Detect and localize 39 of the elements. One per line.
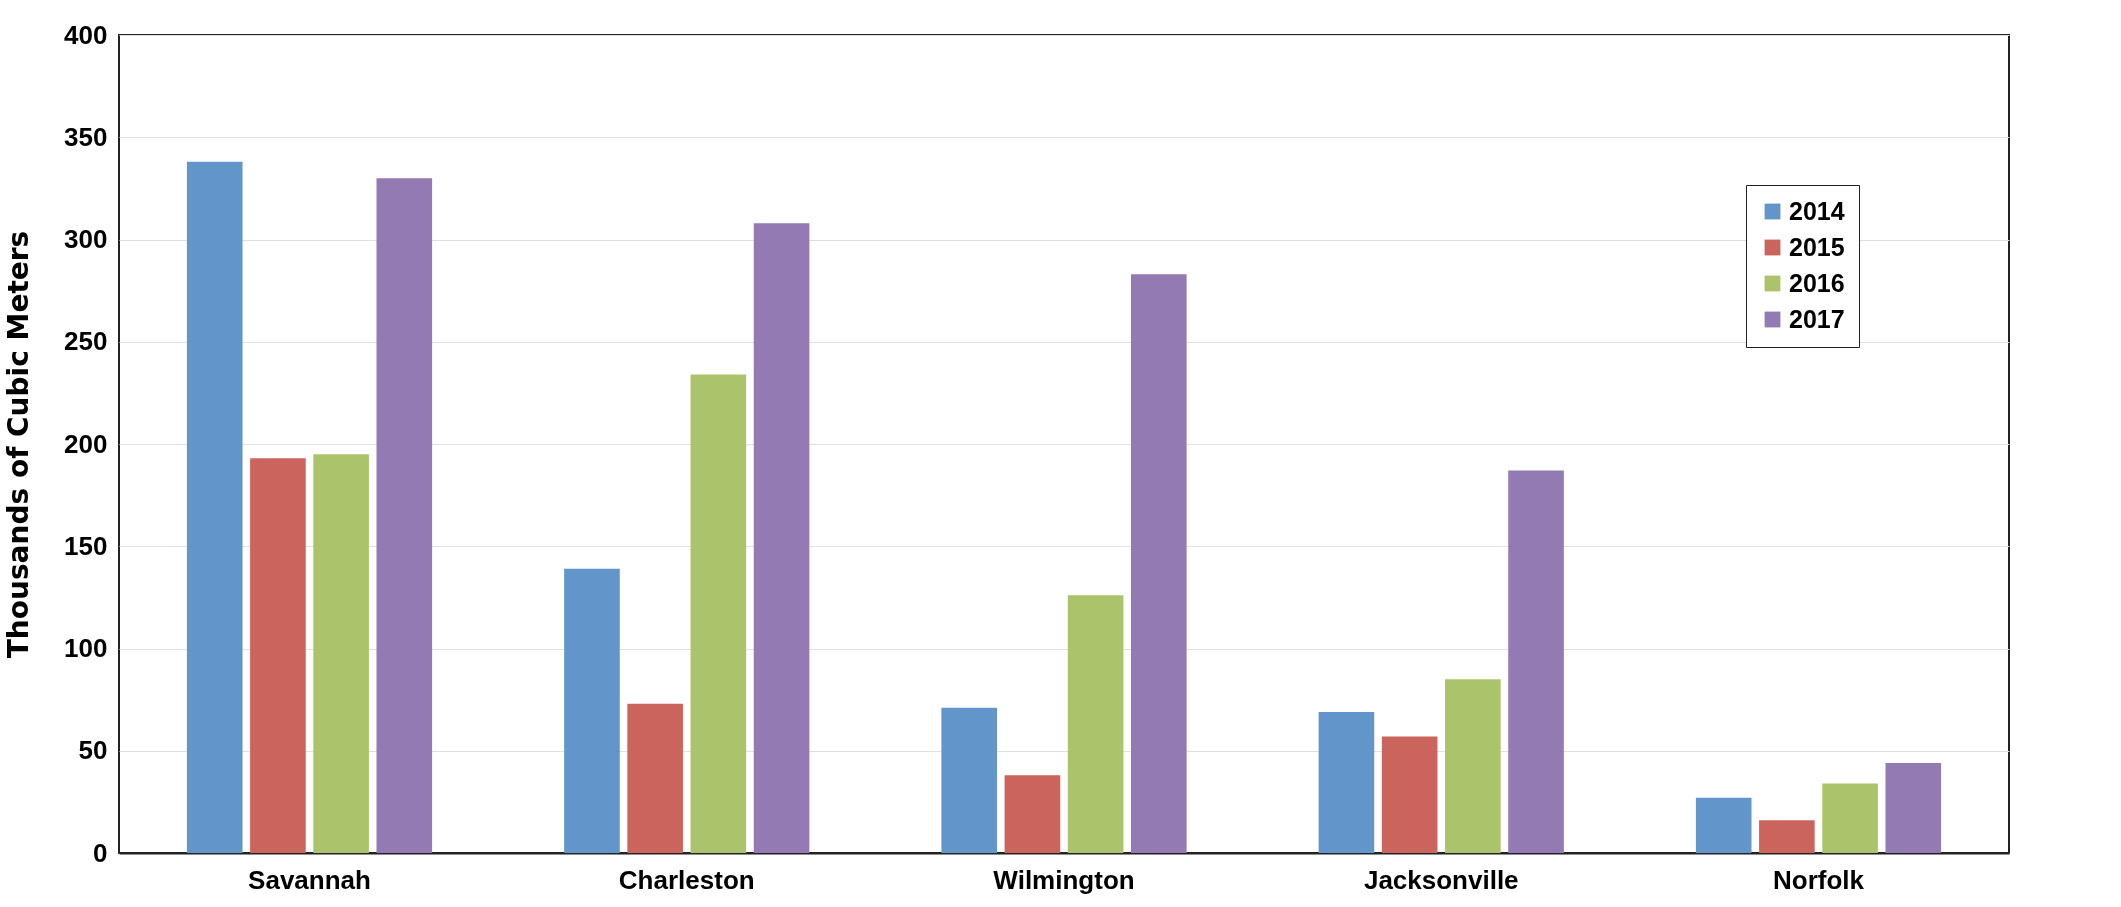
bar bbox=[1759, 820, 1815, 853]
bar bbox=[627, 703, 683, 853]
bar bbox=[186, 161, 243, 853]
x-tick-label: Jacksonville bbox=[1363, 864, 1519, 895]
legend-label: 2017 bbox=[1789, 304, 1845, 333]
bar bbox=[690, 374, 747, 853]
bar bbox=[1695, 797, 1752, 853]
y-tick-label: 400 bbox=[64, 19, 108, 50]
bar bbox=[1381, 736, 1438, 853]
y-tick-label: 50 bbox=[78, 735, 108, 766]
bar bbox=[1318, 711, 1375, 853]
bar bbox=[1822, 783, 1878, 853]
bar bbox=[1508, 470, 1564, 853]
bar bbox=[753, 223, 810, 853]
legend-label: 2014 bbox=[1789, 196, 1845, 225]
bar bbox=[1130, 274, 1187, 853]
bar bbox=[564, 568, 620, 853]
x-tick-label: Charleston bbox=[618, 864, 755, 895]
y-tick-label: 150 bbox=[64, 530, 108, 561]
y-tick-label: 350 bbox=[64, 121, 108, 152]
bar bbox=[1885, 763, 1942, 853]
bar bbox=[1067, 595, 1124, 853]
x-tick-label: Wilmington bbox=[993, 864, 1135, 895]
bar bbox=[313, 454, 369, 853]
bar bbox=[1004, 775, 1061, 853]
y-tick-label: 0 bbox=[93, 837, 108, 868]
x-tick-label: Savannah bbox=[248, 864, 371, 895]
legend-label: 2016 bbox=[1789, 268, 1845, 297]
legend-label: 2015 bbox=[1789, 232, 1845, 261]
y-tick-label: 300 bbox=[64, 224, 108, 254]
x-tick-label: Norfolk bbox=[1772, 864, 1865, 895]
y-tick-label: 250 bbox=[64, 326, 108, 357]
bar bbox=[376, 178, 433, 853]
bar bbox=[941, 707, 998, 853]
bar bbox=[250, 458, 306, 853]
y-tick-label: 200 bbox=[64, 428, 108, 459]
y-axis-title: Thousands of Cubic Meters bbox=[2, 230, 36, 659]
bar bbox=[1445, 679, 1501, 853]
y-tick-label: 100 bbox=[64, 633, 108, 663]
